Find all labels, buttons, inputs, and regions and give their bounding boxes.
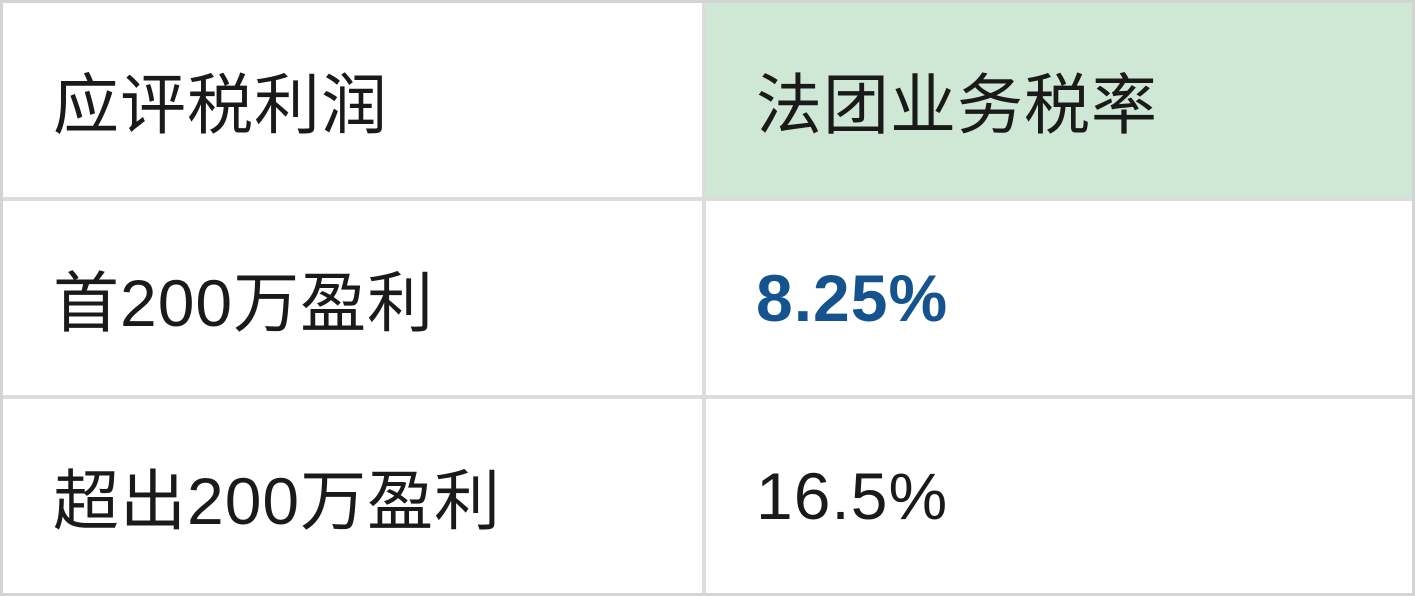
profit-band-first-2m-cell: 首200万盈利	[3, 201, 702, 395]
tax-rate-above-2m-cell: 16.5%	[706, 399, 1412, 593]
profit-band-above-2m-cell: 超出200万盈利	[3, 399, 702, 593]
header-corporate-tax-rate: 法团业务税率	[706, 3, 1412, 197]
header-assessable-profits: 应评税利润	[3, 3, 702, 197]
tax-rate-first-2m-cell: 8.25%	[706, 201, 1412, 395]
